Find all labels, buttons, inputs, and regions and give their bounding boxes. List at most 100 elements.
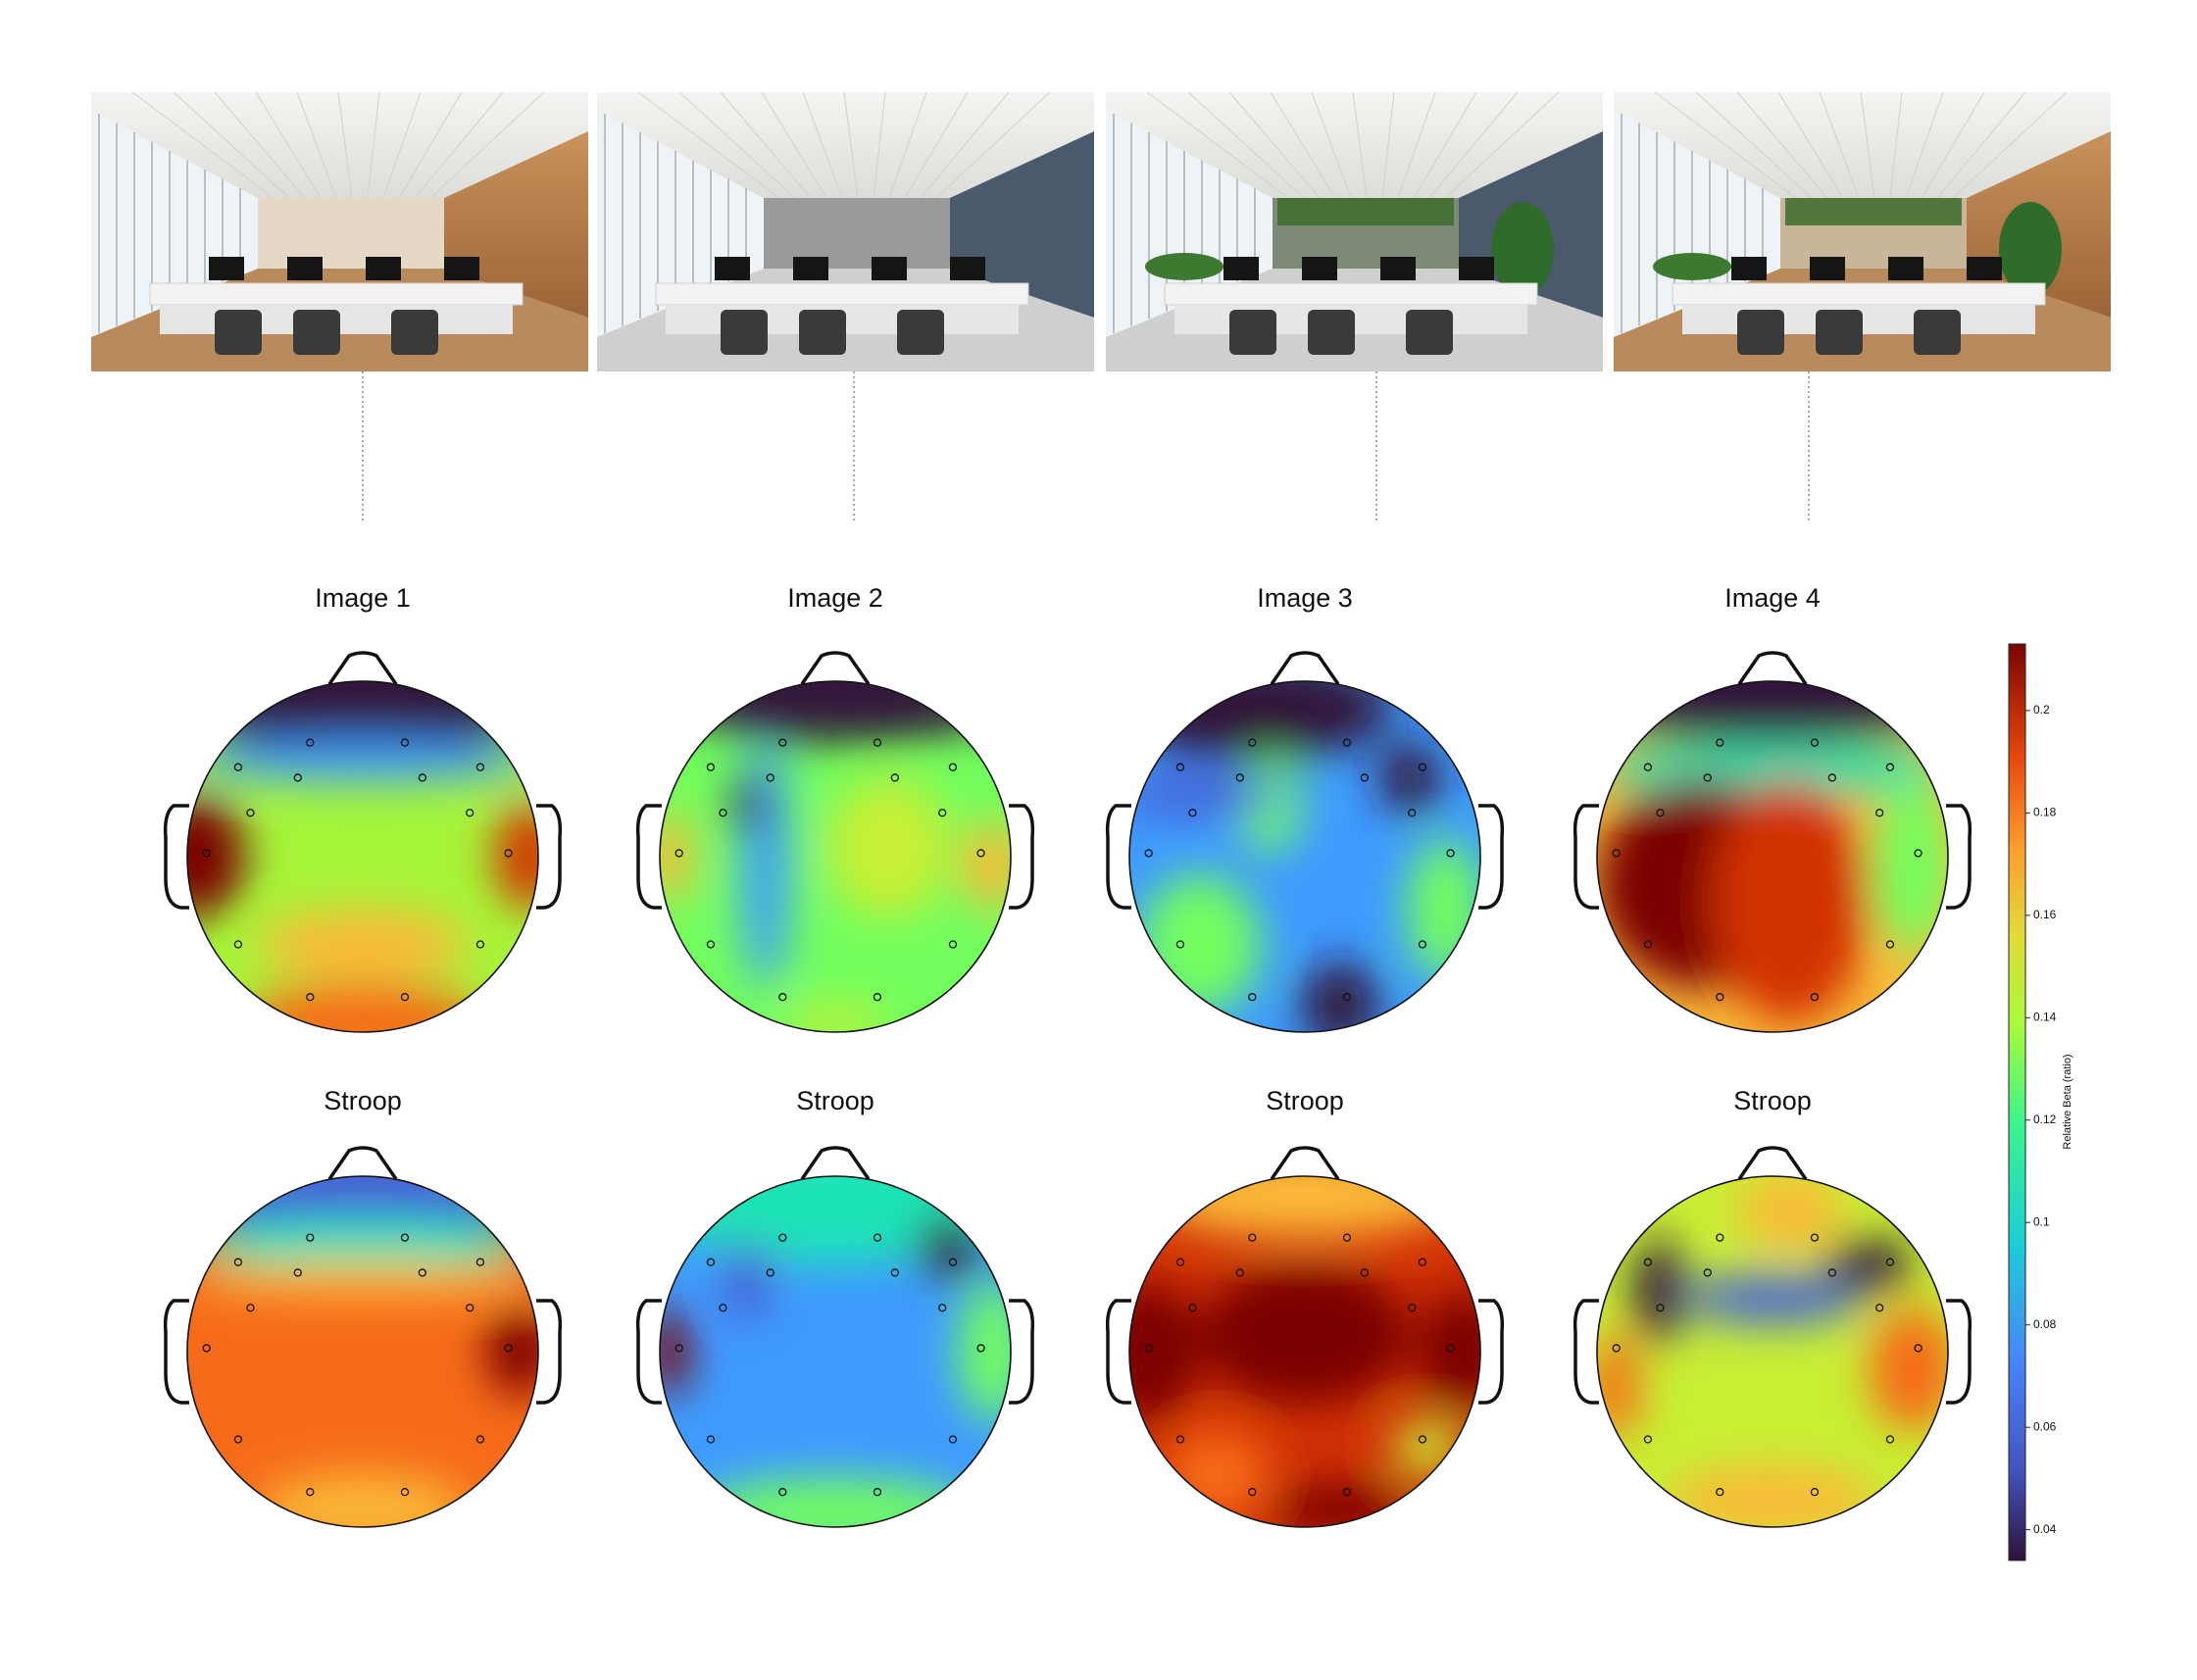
electrode — [1716, 738, 1724, 747]
map-blob — [694, 1477, 976, 1527]
electrode — [890, 773, 900, 782]
electrode — [1643, 940, 1653, 949]
chair — [1737, 310, 1784, 355]
photos — [91, 91, 2111, 521]
electrode — [233, 940, 243, 949]
office-photo — [1614, 91, 2111, 521]
monitor — [1810, 257, 1845, 280]
monitor — [366, 257, 401, 280]
electrode — [400, 738, 410, 747]
electrode — [778, 738, 787, 747]
map-blob — [485, 1308, 538, 1396]
electrode — [766, 1268, 774, 1277]
ceiling-grid — [637, 91, 780, 199]
electrode — [1643, 1258, 1653, 1266]
ceiling-grid — [255, 91, 322, 199]
electrode — [1342, 1233, 1352, 1242]
monitor — [1380, 257, 1416, 280]
ear — [163, 1299, 189, 1405]
nose — [1270, 1146, 1340, 1180]
monitor — [1459, 257, 1494, 280]
desk — [1164, 282, 1538, 306]
map-blob — [1378, 742, 1442, 814]
colorbar-tick-label: 0.2 — [2033, 703, 2050, 716]
colorbar-tick-label: 0.04 — [2033, 1522, 2057, 1536]
monitor — [287, 257, 323, 280]
colorbar-tick-label: 0.1 — [2033, 1214, 2050, 1228]
electrode — [873, 993, 882, 1002]
electrode — [293, 1268, 302, 1277]
chair — [1406, 310, 1453, 355]
electrode — [1875, 1304, 1884, 1312]
topomap — [187, 681, 538, 1032]
electrode — [948, 1435, 958, 1444]
electrode — [306, 738, 315, 747]
electrode — [1175, 1258, 1185, 1266]
back-wall — [258, 198, 444, 269]
monitor — [1888, 257, 1923, 280]
chair — [1229, 310, 1276, 355]
map-blob — [729, 777, 766, 831]
map-blob — [1597, 681, 1948, 743]
map-blob — [1129, 773, 1288, 816]
electrode — [1408, 1304, 1417, 1312]
ear — [635, 804, 662, 910]
electrode — [873, 1488, 882, 1497]
topomap — [1129, 1176, 1480, 1527]
electrode — [1418, 763, 1427, 771]
map-blob — [1711, 777, 1870, 1024]
electrode — [504, 849, 513, 858]
ceiling-grid — [296, 91, 337, 199]
electrode — [674, 1344, 683, 1353]
ceiling-grid — [1736, 91, 1828, 199]
head — [1573, 1146, 1972, 1405]
electrode — [719, 809, 727, 817]
map-blob — [257, 1474, 469, 1527]
electrode — [778, 1488, 787, 1497]
ceiling-grid — [888, 91, 927, 199]
electrode — [719, 1304, 727, 1312]
map-blob — [187, 1260, 538, 1296]
green-wall — [1277, 198, 1454, 225]
map-blob — [782, 1006, 888, 1032]
ceiling-grid — [843, 91, 859, 199]
plant — [1145, 253, 1223, 280]
electrode — [1716, 1233, 1724, 1242]
electrode — [1914, 1344, 1922, 1353]
electrode — [233, 763, 243, 771]
electrode — [1360, 1268, 1370, 1277]
head — [1105, 651, 1505, 910]
electrode — [1175, 940, 1185, 949]
map-blob — [961, 821, 1011, 910]
electrode — [1810, 1233, 1820, 1242]
side-wall — [950, 131, 1094, 318]
chair — [721, 310, 768, 355]
head — [635, 651, 1035, 910]
ceiling-grid — [1428, 91, 1519, 199]
ceiling-grid — [1905, 91, 1944, 199]
electrode — [1827, 773, 1837, 782]
ear — [163, 804, 189, 910]
map-title: Image 4 — [1724, 583, 1821, 613]
electrode — [475, 1435, 485, 1444]
ear — [635, 1299, 662, 1405]
electrode — [418, 773, 427, 782]
electrode — [1827, 1268, 1837, 1277]
map-blob — [1667, 1465, 1878, 1527]
electrode — [1418, 940, 1427, 949]
electrode — [938, 1304, 947, 1312]
ceiling-grid — [1936, 91, 2026, 199]
map-blob — [1199, 1263, 1411, 1405]
electrode — [1643, 763, 1653, 771]
ear — [536, 1299, 563, 1405]
electrode — [976, 849, 985, 858]
electrode — [306, 1233, 315, 1242]
map-title: Stroop — [324, 1086, 402, 1115]
electrode — [1235, 773, 1244, 782]
colorbar-gradient — [2008, 643, 2026, 1561]
chair — [215, 310, 262, 355]
electrode — [674, 849, 683, 858]
electrode — [293, 773, 302, 782]
electrode — [202, 1344, 211, 1353]
